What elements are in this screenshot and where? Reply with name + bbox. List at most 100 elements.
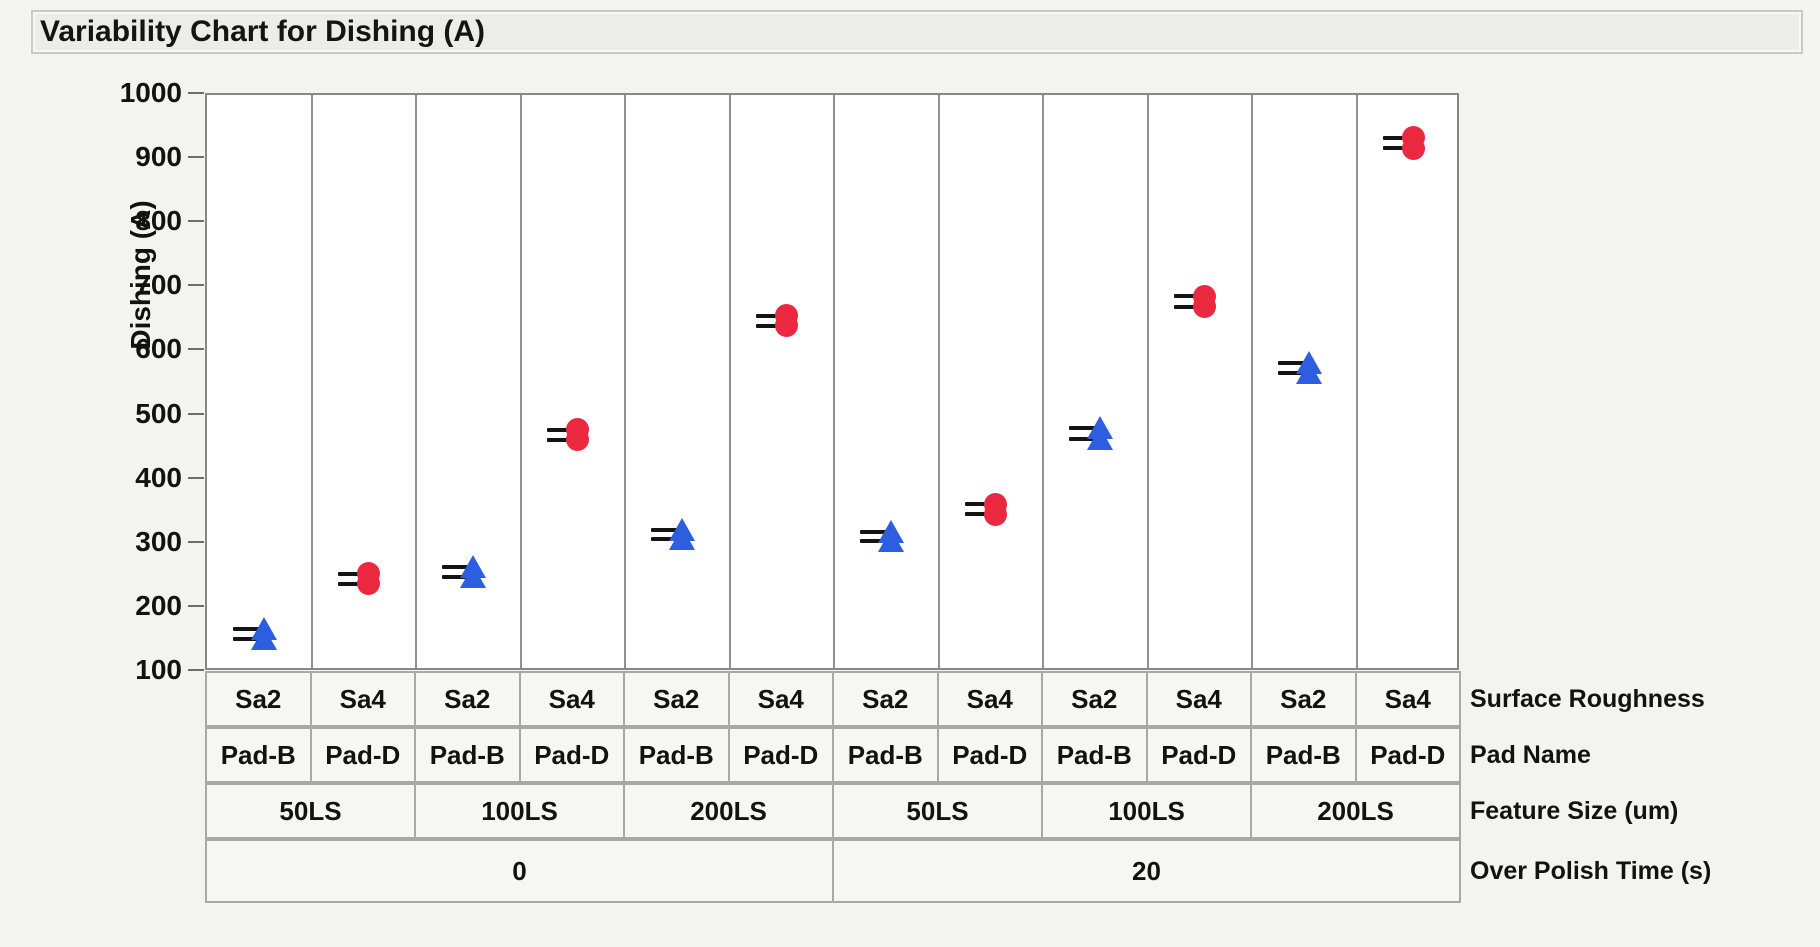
factor-cell-feature-size-um-: 100LS [414, 783, 625, 839]
factor-cell-feature-size-um-: 200LS [623, 783, 834, 839]
factor-cell-surface-roughness: Sa2 [205, 671, 312, 727]
cell-separator [1355, 95, 1358, 668]
cell-separator [937, 95, 940, 668]
data-point-marker-triangle[interactable] [1087, 416, 1114, 440]
y-tick-mark [188, 476, 204, 479]
y-tick-mark [188, 412, 204, 415]
range-dash [964, 512, 998, 517]
factor-cell-pad-name: Pad-B [1041, 727, 1148, 783]
range-dash [651, 527, 685, 532]
range-dash [1173, 294, 1207, 299]
range-dash [442, 565, 476, 570]
data-point-marker-triangle[interactable] [878, 519, 905, 543]
y-tick-label: 300 [135, 525, 182, 557]
factor-cell-pad-name: Pad-B [414, 727, 521, 783]
report-title: Variability Chart for Dishing (A) [40, 15, 486, 48]
range-dash [651, 537, 685, 542]
y-tick-mark [188, 284, 204, 287]
factor-cell-pad-name: Pad-D [518, 727, 625, 783]
y-tick-mark [188, 604, 204, 607]
data-point-marker-circle[interactable] [566, 418, 590, 442]
data-point-marker-circle[interactable] [1193, 284, 1217, 308]
y-tick-label: 800 [135, 205, 182, 237]
range-dash [964, 502, 998, 507]
y-tick-label: 100 [135, 654, 182, 685]
data-point-marker-triangle[interactable] [251, 617, 278, 641]
range-dash [233, 627, 267, 632]
y-tick-mark [188, 669, 204, 671]
range-dash [546, 437, 580, 442]
factor-cell-pad-name: Pad-B [623, 727, 730, 783]
y-tick-label: 700 [135, 269, 182, 301]
y-tick-mark [188, 156, 204, 159]
data-point-marker-circle[interactable] [984, 492, 1008, 516]
factor-cell-surface-roughness: Sa4 [936, 671, 1043, 727]
factor-cell-surface-roughness: Sa2 [1041, 671, 1148, 727]
y-tick-label: 600 [135, 333, 182, 365]
y-tick-label: 400 [135, 461, 182, 493]
factor-cell-surface-roughness: Sa4 [518, 671, 625, 727]
range-dash [1278, 371, 1312, 376]
factor-cell-pad-name: Pad-D [309, 727, 416, 783]
factor-axis-title: Feature Size (um) [1470, 796, 1679, 825]
range-dash [337, 571, 371, 576]
y-tick-mark [188, 92, 204, 94]
data-point-marker-circle[interactable] [1402, 126, 1426, 150]
cell-separator [624, 95, 626, 668]
range-dash [860, 539, 894, 544]
data-point-marker-circle[interactable] [357, 562, 381, 586]
factor-cell-pad-name: Pad-D [727, 727, 834, 783]
data-point-marker-triangle[interactable] [669, 517, 696, 541]
y-tick-mark [188, 348, 204, 351]
factor-cell-feature-size-um-: 50LS [832, 783, 1043, 839]
report-title-bar[interactable]: Variability Chart for Dishing (A) [31, 10, 1803, 54]
range-dash [755, 323, 789, 328]
data-point-marker-triangle[interactable] [460, 555, 487, 579]
cell-separator [1146, 95, 1149, 668]
factor-cell-surface-roughness: Sa2 [623, 671, 730, 727]
factor-cell-over-polish-time-s-: 0 [205, 839, 834, 903]
data-point-marker-circle[interactable] [775, 304, 799, 328]
factor-cell-pad-name: Pad-D [936, 727, 1043, 783]
range-dash [860, 529, 894, 534]
factor-cell-surface-roughness: Sa2 [414, 671, 521, 727]
range-dash [1173, 304, 1207, 309]
plot-area [205, 93, 1459, 670]
factor-cell-pad-name: Pad-B [205, 727, 312, 783]
factor-cell-pad-name: Pad-B [1250, 727, 1357, 783]
cell-separator [1042, 95, 1044, 668]
range-dash [233, 636, 267, 641]
range-dash [546, 427, 580, 432]
factor-cell-feature-size-um-: 200LS [1250, 783, 1461, 839]
factor-cell-over-polish-time-s-: 20 [832, 839, 1461, 903]
range-dash [337, 581, 371, 586]
y-tick-label: 1000 [119, 77, 182, 108]
factor-axis-title: Pad Name [1470, 740, 1591, 769]
range-dash [442, 575, 476, 580]
cell-separator [415, 95, 417, 668]
range-dash [755, 313, 789, 318]
cell-separator [310, 95, 313, 668]
factor-cell-surface-roughness: Sa4 [1145, 671, 1252, 727]
y-tick-label: 200 [135, 589, 182, 621]
y-tick-mark [188, 540, 204, 543]
factor-cell-surface-roughness: Sa2 [1250, 671, 1357, 727]
cell-separator [833, 95, 835, 668]
y-tick-label: 900 [135, 141, 182, 173]
range-dash [1069, 426, 1103, 431]
factor-axis-title: Surface Roughness [1470, 684, 1705, 713]
cell-separator [519, 95, 522, 668]
range-dash [1382, 135, 1416, 140]
range-dash [1382, 146, 1416, 151]
y-tick-label: 500 [135, 397, 182, 429]
factor-cell-pad-name: Pad-D [1145, 727, 1252, 783]
factor-cell-surface-roughness: Sa4 [1354, 671, 1461, 727]
factor-cell-surface-roughness: Sa4 [727, 671, 834, 727]
range-dash [1069, 436, 1103, 441]
cell-separator [1251, 95, 1253, 668]
factor-cell-surface-roughness: Sa4 [309, 671, 416, 727]
factor-axis-title: Over Polish Time (s) [1470, 856, 1712, 885]
factor-cell-feature-size-um-: 100LS [1041, 783, 1252, 839]
data-point-marker-triangle[interactable] [1296, 350, 1323, 374]
